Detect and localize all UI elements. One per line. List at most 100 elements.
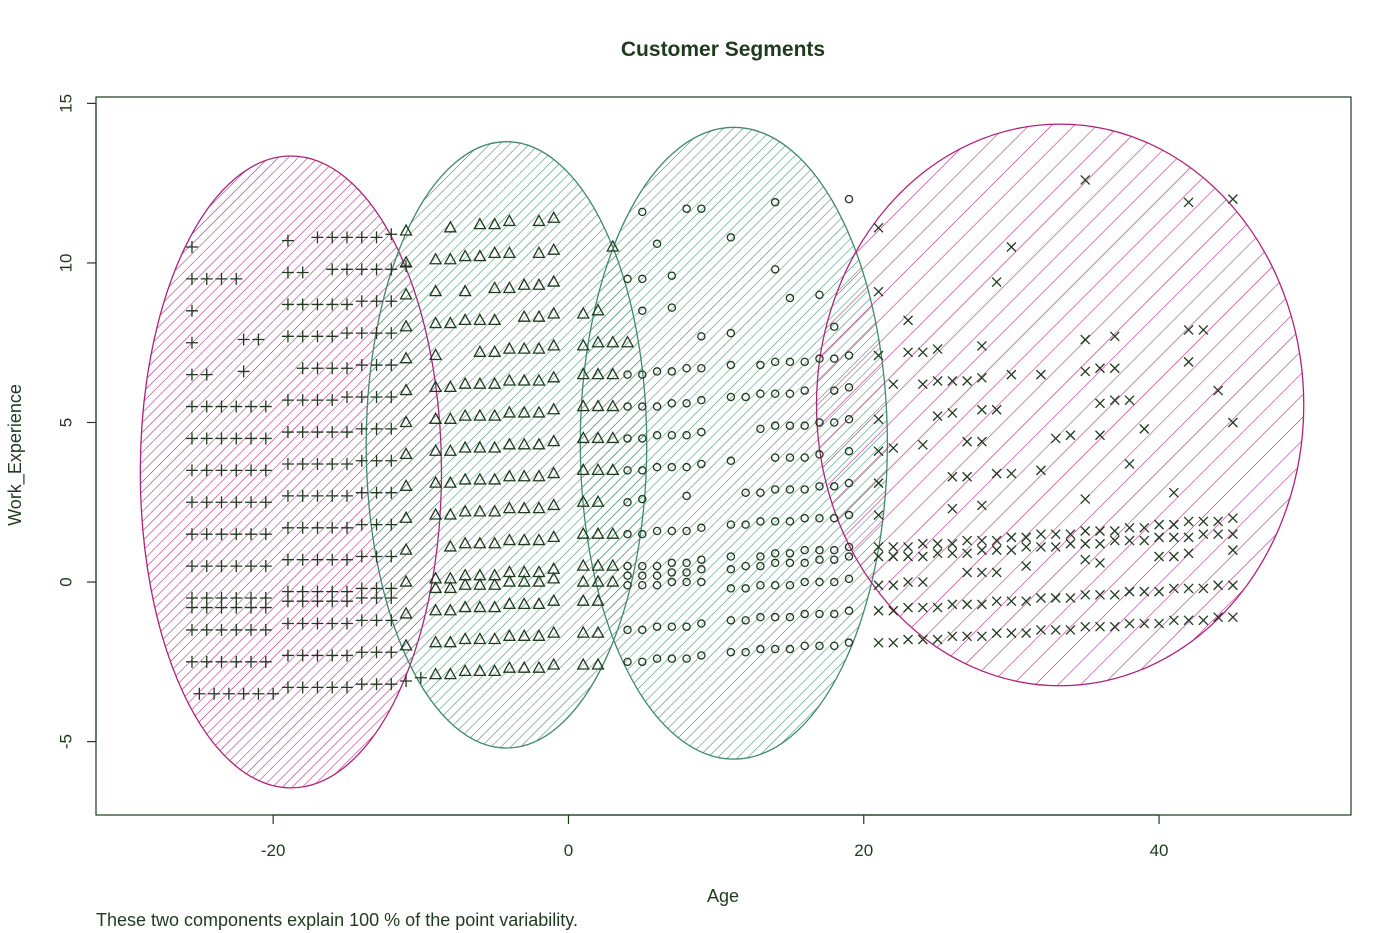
plus-point bbox=[185, 560, 198, 573]
plus-point bbox=[370, 550, 383, 563]
cross-point bbox=[932, 634, 943, 645]
cross-point bbox=[1050, 433, 1061, 444]
plus-point bbox=[252, 333, 265, 346]
circle-point bbox=[667, 367, 677, 376]
cross-point bbox=[962, 599, 973, 610]
triangle-point bbox=[547, 210, 561, 223]
circle-point bbox=[726, 456, 736, 466]
circle-point bbox=[800, 545, 809, 555]
plus-point bbox=[245, 623, 258, 636]
circle-point bbox=[623, 571, 632, 580]
cross-point bbox=[932, 411, 943, 422]
triangle-point bbox=[591, 367, 605, 380]
plus-point bbox=[200, 655, 213, 668]
plus-point bbox=[185, 496, 198, 509]
cross-point bbox=[991, 628, 1002, 639]
cross-point bbox=[1124, 535, 1135, 546]
plus-point bbox=[267, 687, 280, 700]
circle-point bbox=[638, 402, 647, 411]
circle-point bbox=[638, 207, 647, 217]
circle-point bbox=[741, 392, 750, 402]
circle-point bbox=[741, 648, 750, 657]
cross-point bbox=[1183, 583, 1194, 594]
triangle-point bbox=[502, 214, 517, 227]
cross-point bbox=[1080, 621, 1091, 632]
triangle-point bbox=[502, 281, 517, 294]
plus-point bbox=[296, 362, 309, 375]
triangle-point bbox=[443, 252, 457, 265]
triangle-point bbox=[458, 632, 472, 645]
plus-point bbox=[281, 426, 294, 439]
plus-point bbox=[185, 464, 198, 477]
triangle-point bbox=[458, 600, 472, 613]
cross-point bbox=[1109, 526, 1120, 536]
plus-point bbox=[185, 272, 198, 285]
cross-point bbox=[1080, 554, 1091, 565]
circle-point bbox=[623, 529, 632, 539]
plus-point bbox=[200, 464, 213, 477]
triangle-point bbox=[443, 380, 457, 393]
cross-point bbox=[976, 567, 987, 578]
plus-point bbox=[215, 655, 228, 668]
circle-point bbox=[652, 239, 662, 249]
plus-point bbox=[370, 263, 383, 276]
cross-point bbox=[903, 347, 914, 358]
triangle-point bbox=[399, 542, 413, 555]
cross-point bbox=[1035, 465, 1046, 476]
cross-point bbox=[1006, 532, 1017, 543]
cross-point bbox=[1050, 529, 1061, 540]
circle-point bbox=[652, 654, 662, 663]
cross-point bbox=[1168, 583, 1179, 594]
plus-point bbox=[230, 528, 243, 541]
triangle-point bbox=[517, 533, 531, 546]
circle-point bbox=[800, 577, 809, 587]
plus-point bbox=[296, 298, 309, 311]
circle-point bbox=[785, 293, 795, 303]
triangle-point bbox=[517, 373, 531, 386]
triangle-point bbox=[517, 628, 531, 641]
plus-point bbox=[245, 655, 258, 668]
plus-point bbox=[355, 390, 368, 403]
triangle-point bbox=[532, 341, 546, 354]
plus-point bbox=[259, 400, 272, 413]
circle-point bbox=[770, 644, 780, 654]
cross-point bbox=[962, 567, 973, 578]
circle-point bbox=[844, 351, 854, 360]
cross-point bbox=[873, 605, 884, 616]
triangle-point bbox=[606, 558, 620, 571]
plus-point bbox=[215, 496, 228, 509]
circle-point bbox=[667, 622, 677, 631]
circle-point bbox=[667, 526, 677, 536]
triangle-point bbox=[502, 533, 517, 546]
plus-point bbox=[355, 646, 368, 659]
circle-point bbox=[815, 290, 824, 300]
plus-point bbox=[296, 521, 309, 534]
plus-point bbox=[281, 489, 294, 502]
cross-point bbox=[917, 439, 928, 450]
cross-point bbox=[1154, 532, 1165, 543]
triangle-point bbox=[532, 214, 546, 227]
circle-point bbox=[756, 424, 765, 434]
triangle-point bbox=[473, 600, 487, 613]
circle-point bbox=[741, 584, 750, 593]
plus-point bbox=[215, 623, 228, 636]
cross-point bbox=[1080, 538, 1091, 549]
cross-point bbox=[1065, 430, 1076, 441]
plus-point bbox=[326, 617, 339, 630]
plus-point bbox=[326, 394, 339, 407]
triangle-point bbox=[606, 526, 620, 539]
cross-point bbox=[1213, 612, 1224, 623]
plus-point bbox=[281, 595, 294, 608]
triangle-point bbox=[591, 625, 605, 638]
plus-point bbox=[385, 614, 398, 627]
cross-point bbox=[1065, 529, 1076, 540]
plus-point bbox=[245, 528, 258, 541]
plus-point bbox=[185, 432, 198, 445]
plus-point bbox=[281, 266, 294, 279]
triangle-point bbox=[488, 376, 502, 389]
cross-point bbox=[976, 372, 987, 383]
cross-point bbox=[1227, 580, 1238, 591]
plus-point bbox=[326, 330, 339, 343]
cross-point bbox=[947, 548, 958, 559]
triangle-point bbox=[547, 530, 561, 543]
